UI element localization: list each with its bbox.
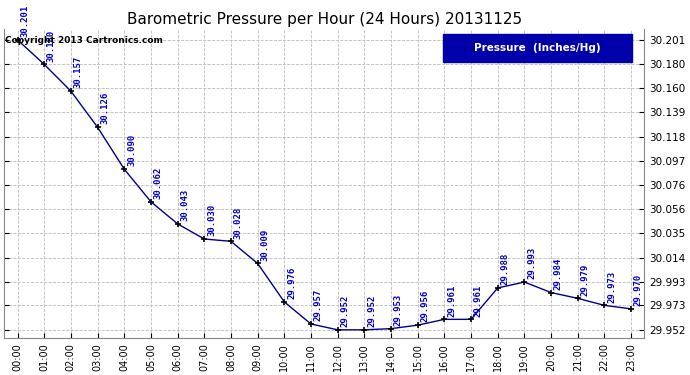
Text: 30.043: 30.043 <box>180 189 189 221</box>
Title: Barometric Pressure per Hour (24 Hours) 20131125: Barometric Pressure per Hour (24 Hours) … <box>127 12 522 27</box>
Text: 29.961: 29.961 <box>474 284 483 316</box>
Text: 29.976: 29.976 <box>287 267 296 299</box>
Text: 29.988: 29.988 <box>500 253 509 285</box>
Text: Copyright 2013 Cartronics.com: Copyright 2013 Cartronics.com <box>6 36 164 45</box>
Text: 30.126: 30.126 <box>100 92 109 124</box>
Text: Pressure  (Inches/Hg): Pressure (Inches/Hg) <box>474 43 600 53</box>
Text: 29.993: 29.993 <box>527 247 536 279</box>
Text: 29.957: 29.957 <box>314 289 323 321</box>
Text: 29.970: 29.970 <box>634 274 643 306</box>
Text: 30.062: 30.062 <box>154 167 163 199</box>
Text: 29.952: 29.952 <box>367 295 376 327</box>
Text: 30.157: 30.157 <box>74 56 83 88</box>
Text: 30.180: 30.180 <box>47 29 56 62</box>
Text: 30.201: 30.201 <box>20 5 29 37</box>
Text: 29.979: 29.979 <box>580 263 589 296</box>
Text: 30.090: 30.090 <box>127 134 136 166</box>
Text: 30.030: 30.030 <box>207 204 216 236</box>
Text: 29.953: 29.953 <box>394 294 403 326</box>
Text: 29.961: 29.961 <box>447 284 456 316</box>
Text: 29.952: 29.952 <box>340 295 349 327</box>
Text: 29.973: 29.973 <box>607 270 616 303</box>
Text: 30.028: 30.028 <box>234 206 243 238</box>
Text: 30.009: 30.009 <box>260 228 269 261</box>
Text: 29.984: 29.984 <box>554 258 563 290</box>
Bar <box>443 34 631 62</box>
Text: 29.956: 29.956 <box>420 290 429 322</box>
